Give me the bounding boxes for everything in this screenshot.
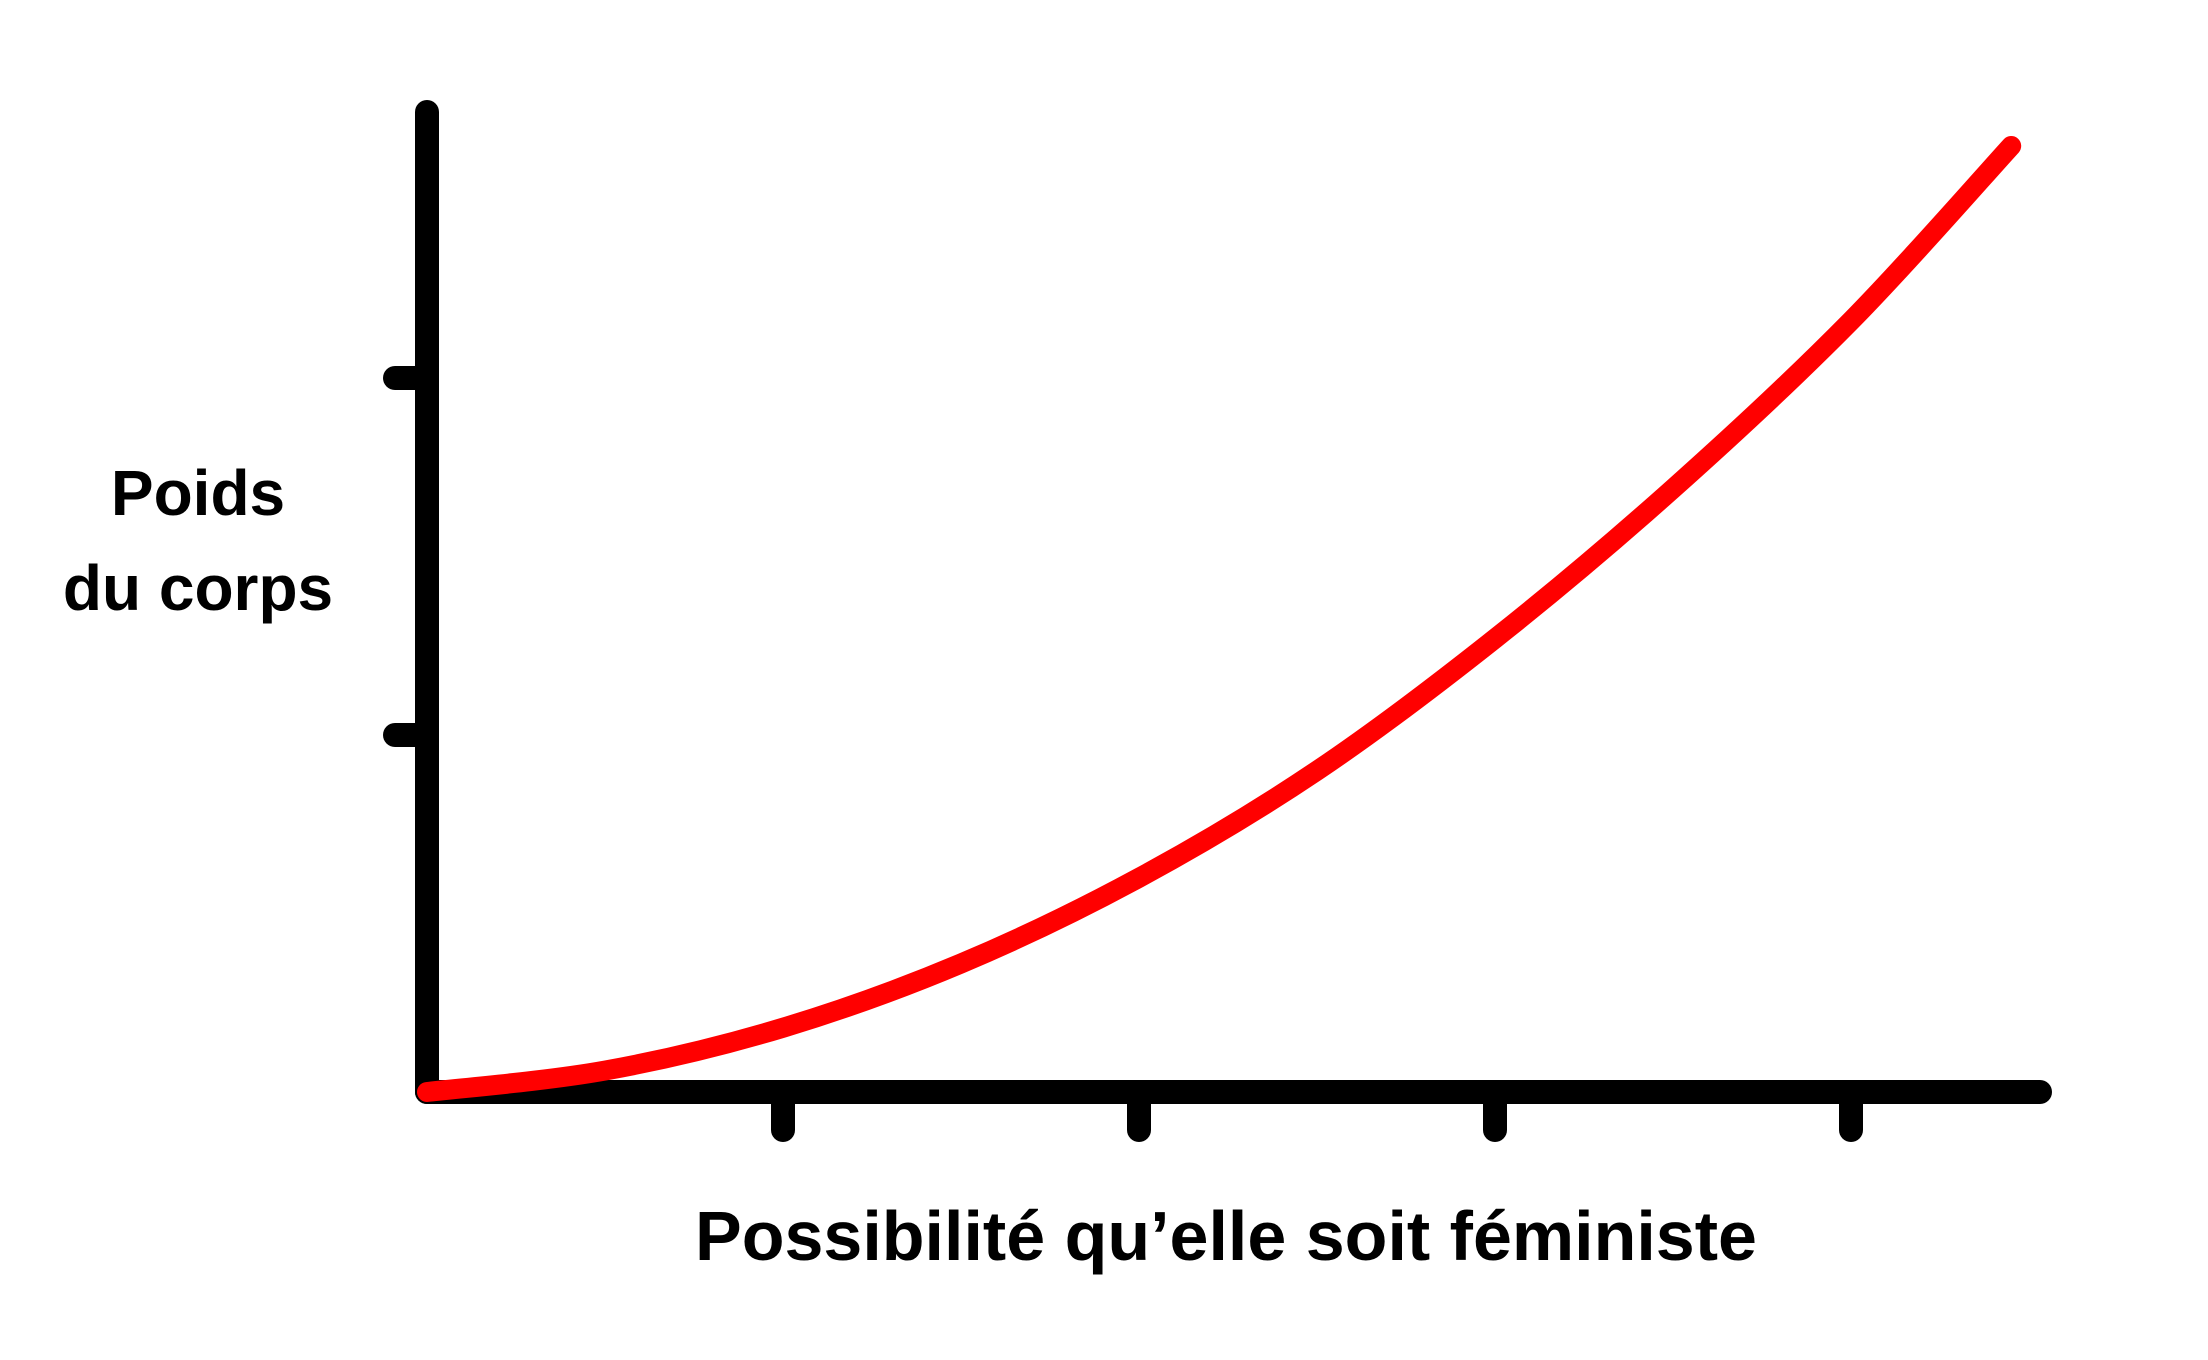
y-axis-label-line-1: Poids xyxy=(111,457,285,529)
series-layer xyxy=(417,135,2022,1102)
axes xyxy=(383,100,2052,1142)
x-axis-label: Possibilité qu’elle soit féministe xyxy=(695,1197,1757,1275)
y-axis-label-line-2: du corps xyxy=(63,552,333,624)
series-line-1 xyxy=(417,135,2022,1102)
